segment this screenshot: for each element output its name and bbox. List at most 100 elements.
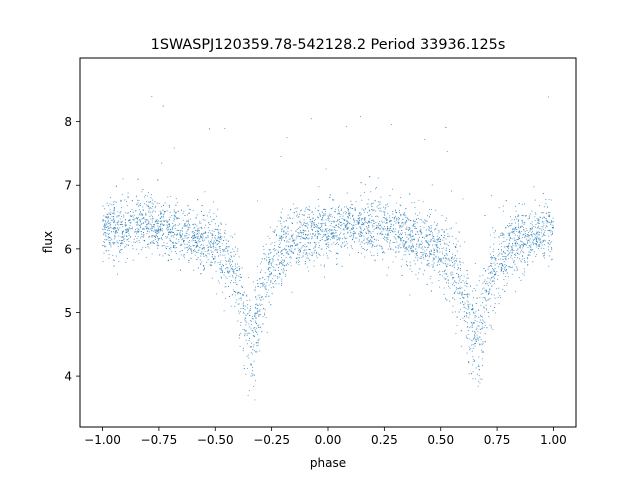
data-point: [138, 200, 140, 202]
data-point: [518, 215, 520, 217]
data-point: [471, 326, 474, 328]
data-point: [179, 234, 181, 236]
data-point: [109, 197, 111, 199]
data-point: [409, 220, 411, 222]
data-point: [357, 215, 359, 217]
data-point: [228, 259, 230, 261]
data-point: [447, 276, 449, 278]
data-point: [427, 264, 429, 266]
data-point: [305, 237, 308, 239]
data-point: [369, 220, 371, 222]
data-point: [491, 272, 493, 274]
data-point: [104, 232, 106, 234]
data-point: [324, 213, 326, 215]
data-point: [459, 261, 461, 263]
data-point: [407, 234, 409, 236]
data-point: [233, 273, 235, 275]
data-point: [328, 244, 330, 246]
data-point: [279, 242, 281, 244]
data-point: [273, 255, 275, 257]
data-point: [343, 229, 345, 231]
data-point: [538, 237, 540, 239]
data-point: [291, 250, 293, 252]
data-point: [281, 228, 283, 230]
data-point: [244, 333, 246, 335]
data-point: [238, 303, 240, 305]
data-point: [345, 244, 347, 246]
data-point: [434, 243, 436, 245]
data-point: [151, 202, 153, 204]
data-point: [300, 221, 302, 224]
data-point: [373, 220, 375, 222]
data-point: [115, 230, 117, 232]
data-point: [209, 264, 212, 266]
data-point: [504, 263, 506, 265]
data-point: [324, 224, 326, 226]
data-point: [461, 287, 463, 289]
data-point: [427, 247, 429, 249]
data-point: [521, 225, 523, 228]
data-point: [171, 228, 174, 230]
data-point: [397, 235, 399, 237]
data-point: [245, 324, 247, 326]
data-point: [320, 227, 322, 229]
data-point: [106, 222, 108, 224]
data-point: [162, 230, 164, 232]
data-point: [314, 249, 316, 251]
data-point: [364, 222, 366, 224]
data-point: [523, 244, 525, 246]
data-point: [440, 260, 442, 262]
data-point: [502, 258, 504, 260]
data-point: [481, 322, 483, 324]
data-point: [313, 265, 315, 267]
data-point: [404, 232, 406, 234]
data-point: [200, 273, 202, 275]
data-point: [320, 233, 322, 235]
data-point: [522, 234, 524, 236]
data-point: [150, 214, 152, 216]
data-point: [157, 228, 159, 230]
data-point: [357, 221, 359, 223]
data-point: [352, 214, 354, 216]
data-point: [369, 213, 371, 215]
data-point: [478, 339, 480, 341]
data-point: [281, 259, 283, 261]
data-point: [121, 232, 123, 234]
data-point: [436, 235, 438, 237]
data-point: [113, 201, 115, 203]
data-point: [191, 252, 193, 254]
data-point: [351, 239, 354, 241]
data-point: [253, 360, 255, 362]
data-point: [340, 227, 342, 230]
data-point: [103, 225, 105, 227]
data-point: [359, 230, 361, 232]
data-point: [412, 249, 414, 251]
data-point: [117, 211, 119, 213]
data-point: [489, 288, 491, 290]
data-point: [502, 233, 504, 235]
data-point: [282, 236, 284, 238]
data-point: [149, 242, 151, 244]
data-point: [219, 232, 221, 235]
data-point: [547, 229, 549, 232]
data-point: [156, 221, 158, 223]
data-point: [201, 233, 203, 235]
data-point: [442, 262, 444, 264]
data-point: [296, 257, 298, 259]
data-point: [160, 237, 163, 239]
data-point: [406, 226, 408, 228]
data-point: [127, 212, 129, 214]
data-point: [246, 367, 248, 369]
data-point: [522, 273, 524, 275]
data-point: [410, 247, 412, 249]
data-point: [296, 215, 298, 217]
data-point: [219, 249, 221, 251]
data-point: [103, 215, 105, 217]
data-point: [210, 241, 212, 243]
data-point: [162, 224, 165, 226]
data-point: [301, 237, 303, 239]
data-point: [457, 274, 459, 276]
data-point: [215, 247, 217, 249]
data-point: [238, 265, 240, 268]
data-point: [458, 280, 461, 282]
